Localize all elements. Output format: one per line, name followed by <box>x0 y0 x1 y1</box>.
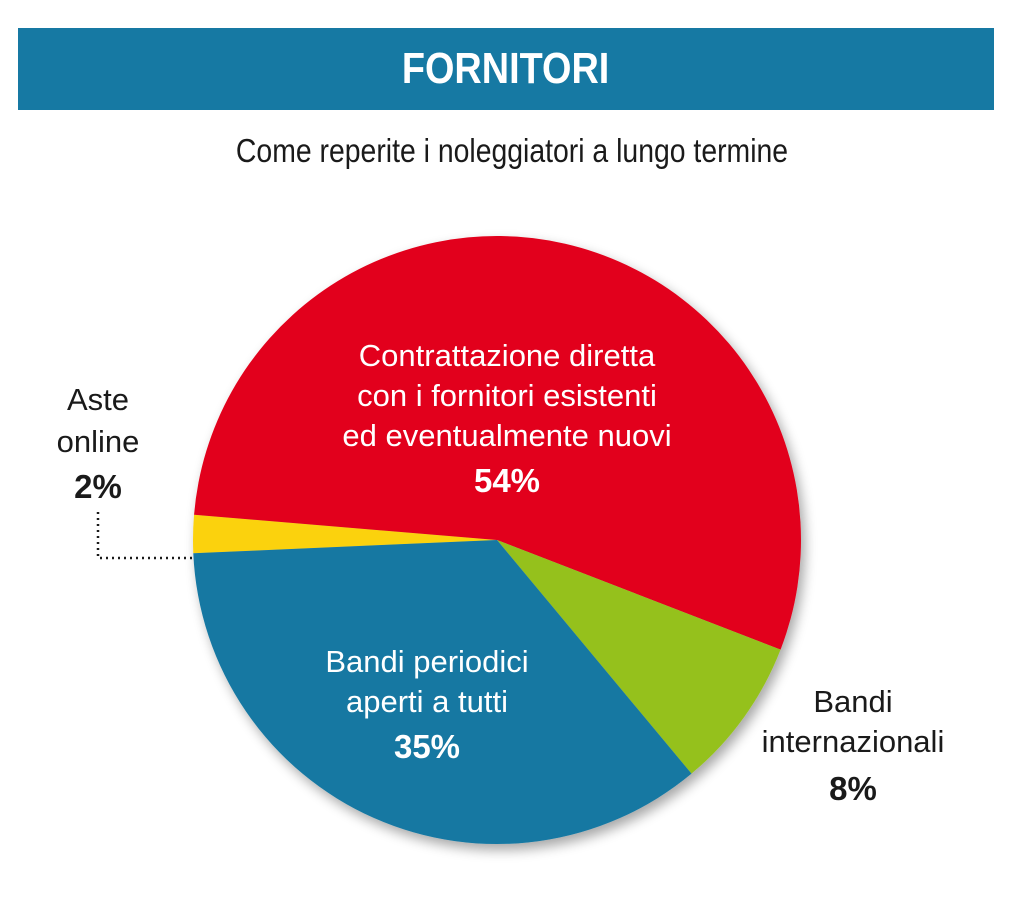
title-banner: FORNITORI <box>18 28 994 110</box>
label-contrattazione-line-3: ed eventualmente nuovi <box>342 418 671 453</box>
pie-slice-periodici <box>193 540 692 844</box>
chart-title: FORNITORI <box>402 44 610 93</box>
pie-slice-internazionali <box>497 540 781 774</box>
label-internazionali-line-2: internazionali <box>762 724 945 759</box>
chart-subtitle: Come reperite i noleggiatori a lungo ter… <box>235 132 789 169</box>
label-periodici-line-1: Bandi periodici <box>325 644 528 679</box>
label-aste-line-1: Aste <box>67 382 129 417</box>
pie-slice-contrattazione <box>194 236 801 650</box>
aste-leader-line <box>96 512 192 560</box>
label-aste: Aste online 2% <box>57 382 140 505</box>
label-contrattazione-line-2: con i fornitori esistenti <box>357 378 657 413</box>
pie-slice-aste <box>192 514 497 554</box>
label-contrattazione-line-1: Contrattazione diretta <box>359 338 656 373</box>
value-periodici: 35% <box>394 728 460 765</box>
value-contrattazione: 54% <box>474 462 540 499</box>
label-aste-line-2: online <box>57 424 140 459</box>
pie-slices <box>192 236 801 844</box>
label-internazionali-line-1: Bandi <box>813 684 892 719</box>
value-aste: 2% <box>74 468 122 505</box>
label-periodici: Bandi periodici aperti a tutti 35% <box>325 644 528 765</box>
value-internazionali: 8% <box>829 770 877 807</box>
label-contrattazione: Contrattazione diretta con i fornitori e… <box>342 338 671 499</box>
label-periodici-line-2: aperti a tutti <box>346 684 508 719</box>
label-internazionali: Bandi internazionali 8% <box>762 684 945 807</box>
